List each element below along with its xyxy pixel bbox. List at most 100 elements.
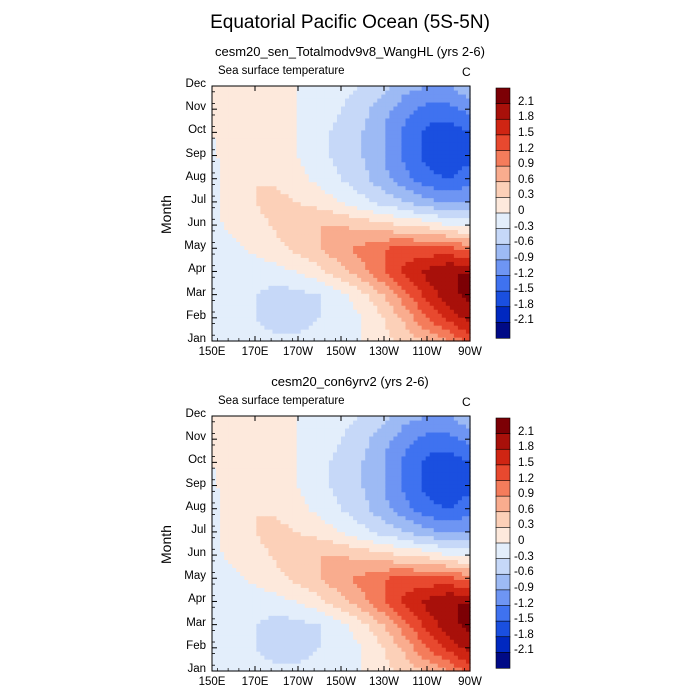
contour-cell: [300, 643, 306, 648]
contour-cell: [244, 169, 249, 175]
contour-cell: [437, 153, 443, 159]
contour-cell: [328, 333, 334, 338]
contour-cell: [373, 185, 378, 191]
contour-cell: [280, 321, 286, 326]
contour-cell: [413, 635, 419, 640]
contour-cell: [220, 213, 225, 219]
contour-cell: [324, 297, 330, 302]
contour-cell: [336, 265, 342, 270]
contour-cell: [449, 623, 455, 628]
contour-cell: [296, 173, 302, 179]
contour-cell: [224, 105, 229, 111]
contour-cell: [248, 261, 253, 266]
contour-cell: [268, 297, 274, 302]
contour-cell: [405, 181, 411, 187]
contour-cell: [365, 297, 370, 302]
contour-cell: [256, 213, 261, 219]
contour-cell: [381, 253, 386, 258]
contour-cell: [304, 281, 310, 286]
contour-cell: [320, 329, 326, 334]
contour-cell: [256, 273, 261, 278]
contour-cell: [381, 205, 386, 211]
contour-cell: [292, 109, 298, 115]
contour-cell: [292, 189, 298, 195]
contour-cell: [324, 265, 330, 270]
contour-cell: [244, 325, 249, 330]
contour-cell: [457, 149, 463, 155]
contour-cell: [256, 249, 261, 254]
contour-cell: [228, 205, 233, 211]
contour-cell: [272, 337, 278, 342]
contour-cell: [445, 121, 451, 127]
contour-cell: [401, 639, 407, 644]
contour-cell: [389, 121, 395, 127]
contour-cell: [292, 261, 298, 266]
contour-cell: [437, 217, 443, 223]
contour-cell: [236, 157, 241, 163]
contour-cell: [449, 233, 455, 238]
contour-cell: [397, 197, 403, 203]
contour-cell: [373, 337, 378, 342]
contour-cell: [365, 265, 370, 270]
contour-cell: [441, 663, 447, 668]
contour-cell: [248, 129, 253, 135]
contour-cell: [353, 325, 358, 330]
contour-cell: [349, 325, 354, 330]
contour-cell: [421, 635, 427, 640]
contour-cell: [393, 643, 399, 648]
contour-cell: [216, 105, 221, 111]
contour-cell: [308, 109, 314, 115]
contour-cell: [353, 269, 358, 274]
contour-cell: [312, 667, 318, 672]
contour-cell: [437, 301, 443, 306]
contour-cell: [316, 301, 322, 306]
contour-cell: [453, 639, 459, 644]
contour-cell: [361, 221, 366, 227]
contour-cell: [417, 101, 423, 107]
contour-cell: [465, 221, 471, 227]
contour-cell: [429, 105, 435, 111]
contour-cell: [280, 173, 286, 179]
contour-cell: [260, 229, 266, 235]
contour-cell: [264, 229, 270, 235]
contour-cell: [393, 205, 399, 211]
contour-cell: [264, 117, 270, 123]
contour-cell: [421, 667, 427, 672]
contour-cell: [421, 289, 427, 294]
contour-cell: [304, 125, 310, 131]
contour-cell: [260, 663, 266, 668]
contour-cell: [365, 325, 370, 330]
contour-cell: [373, 325, 378, 330]
contour-cell: [357, 325, 362, 330]
contour-cell: [264, 121, 270, 127]
contour-cell: [341, 169, 346, 175]
contour-cell: [240, 193, 245, 199]
contour-cell: [252, 623, 257, 628]
contour-cell: [341, 305, 346, 310]
contour-cell: [248, 667, 253, 672]
contour-cell: [240, 209, 245, 215]
contour-cell: [445, 93, 451, 99]
contour-cell: [401, 321, 407, 326]
contour-cell: [341, 173, 346, 179]
contour-cell: [276, 93, 282, 99]
contour-cell: [457, 329, 463, 334]
contour-cell: [320, 177, 326, 183]
contour-cell: [244, 225, 249, 231]
contour-cell: [413, 321, 419, 326]
contour-cell: [353, 663, 358, 668]
contour-cell: [413, 165, 419, 171]
contour-cell: [272, 623, 278, 628]
contour-cell: [453, 635, 459, 640]
contour-cell: [272, 129, 278, 135]
contour-cell: [453, 121, 459, 127]
contour-cell: [425, 257, 431, 262]
contour-cell: [397, 321, 403, 326]
contour-cell: [449, 281, 455, 286]
contour-cell: [461, 325, 467, 330]
contour-cell: [341, 233, 346, 238]
contour-cell: [385, 245, 390, 250]
contour-cell: [453, 289, 459, 294]
contour-cell: [393, 281, 399, 286]
contour-cell: [421, 113, 427, 119]
